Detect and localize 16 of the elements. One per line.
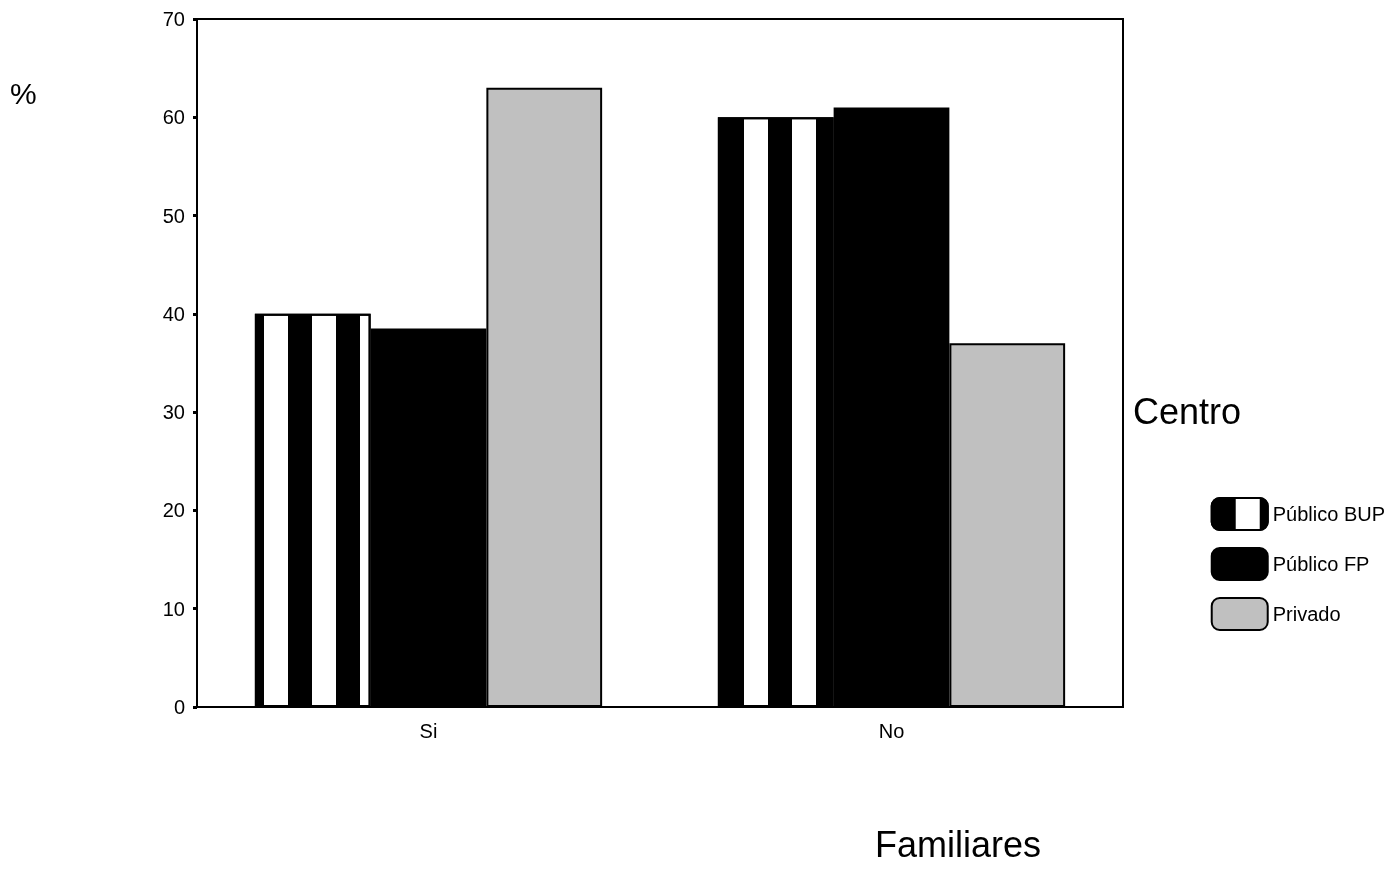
y-tick-label: 70 (162, 8, 185, 30)
x-tick-label: No (878, 720, 905, 742)
y-tick-label: 20 (162, 499, 185, 522)
legend-label: Público FP (1272, 553, 1370, 575)
y-axis-title: % (10, 76, 37, 110)
legend-label: Privado (1272, 603, 1341, 625)
legend-label: Público BUP (1272, 503, 1386, 525)
x-axis-title: Familiares (875, 823, 1042, 865)
y-tick-label: 0 (173, 696, 185, 718)
y-tick-label: 10 (162, 597, 185, 620)
y-tick-label: 40 (162, 302, 185, 325)
y-tick-label: 50 (162, 204, 185, 227)
y-tick-label: 60 (162, 106, 185, 129)
y-tick-label: 30 (162, 401, 185, 424)
x-tick-label: Si (419, 720, 438, 742)
legend-title: Centro (1133, 390, 1242, 432)
